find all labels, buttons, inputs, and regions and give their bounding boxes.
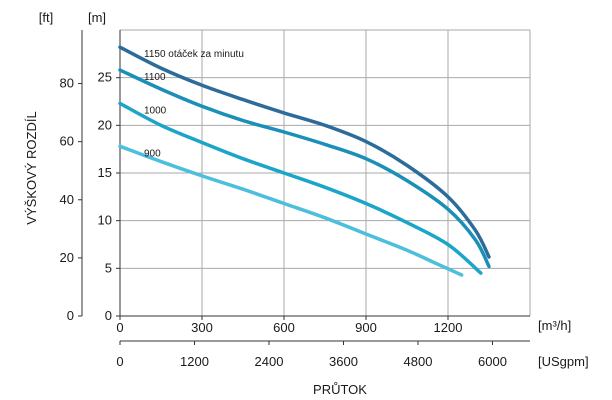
y-tick-label-ft: 0	[67, 308, 74, 323]
y-tick-label-m: 0	[105, 308, 112, 323]
series-line-1	[118, 68, 491, 269]
y-tick-label-m: 15	[98, 165, 112, 180]
x-axis-title: PRŮTOK	[313, 382, 367, 397]
x-tick-label-m3h: 0	[116, 320, 123, 335]
x-tick-label-usgpm: 6000	[478, 354, 507, 369]
y-unit-m: [m]	[88, 10, 106, 25]
x-tick-label-m3h: 300	[191, 320, 213, 335]
y-tick-label-m: 20	[98, 117, 112, 132]
series-line-3	[118, 144, 464, 277]
series-label-3: 900	[144, 148, 161, 159]
y-tick-label-m: 10	[98, 213, 112, 228]
x-tick-label-usgpm: 2400	[255, 354, 284, 369]
y-tick-label-ft: 80	[60, 76, 74, 91]
y-tick-label-m: 5	[105, 260, 112, 275]
x-tick-label-usgpm: 0	[116, 354, 123, 369]
y-tick-label-ft: 20	[60, 250, 74, 265]
series-label-1: 1100	[144, 72, 166, 83]
y-axis-title: VÝŠKOVÝ ROZDÍL	[24, 111, 39, 224]
grid	[120, 29, 531, 316]
tick-labels: 0 300 600 900 1200 0 5 10 15 20 25 0 20 40 60 80 0 1200 24…	[60, 70, 507, 369]
y-tick-label-ft: 60	[60, 134, 74, 149]
x-unit-usgpm: [USgpm]	[538, 354, 589, 369]
y-unit-ft: [ft]	[39, 10, 53, 25]
x-tick-label-m3h: 1200	[434, 320, 463, 335]
y-tick-label-m: 25	[98, 70, 112, 85]
axis-labels: [ft] [m] [m³/h] [USgpm] PRŮTOK VÝŠKOVÝ R…	[24, 10, 589, 397]
y-tick-label-ft: 40	[60, 192, 74, 207]
series-label-0: 1150 otáček za minutu	[144, 49, 244, 60]
x-tick-label-m3h: 600	[273, 320, 295, 335]
x-tick-label-m3h: 900	[355, 320, 377, 335]
x-unit-m3h: [m³/h]	[538, 318, 571, 333]
series-line-0	[118, 45, 491, 259]
series-lines: 1150 otáček za minutu 1100 1000 900	[118, 45, 491, 277]
x-tick-label-usgpm: 4800	[404, 354, 433, 369]
series-line-2	[118, 101, 483, 275]
x-tick-label-usgpm: 1200	[180, 354, 209, 369]
x-tick-label-usgpm: 3600	[329, 354, 358, 369]
series-label-2: 1000	[144, 105, 167, 116]
